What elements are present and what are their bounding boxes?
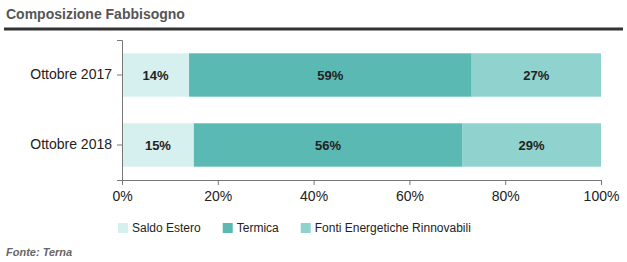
title: Composizione Fabbisogno [6,6,185,22]
legend-swatch [223,223,233,233]
chart: Composizione Fabbisogno 14% 59% 27% 15% 56% 29… [0,0,627,262]
x-tick: 60% [396,180,424,204]
data-label: 15% [145,138,171,153]
x-tick-label: 40% [300,188,328,204]
x-tick: 20% [204,180,232,204]
y-axis-line [117,41,123,181]
data-label: 29% [519,138,545,153]
title-rule [4,28,623,31]
legend: Saldo Estero Termica Fonti Energetiche Rin… [118,221,471,235]
x-axis: 0% 20% 40% 60% 80% 100% [112,180,619,204]
legend-label: Termica [237,221,279,235]
x-tick-label: 0% [112,188,132,204]
x-tick: 0% [112,180,132,204]
x-tick: 100% [584,180,620,204]
y-tick-mark [117,75,122,76]
y-tick: Ottobre 2018 [30,136,122,152]
x-tick: 80% [492,180,520,204]
x-tick-label: 20% [204,188,232,204]
x-tick-mark [314,180,315,185]
y-tick-label: Ottobre 2017 [30,66,112,82]
y-tick: Ottobre 2017 [30,66,122,82]
x-tick-mark [505,180,506,185]
x-axis-line [123,181,602,186]
x-tick: 40% [300,180,328,204]
bar [462,123,601,166]
bars [122,53,601,166]
legend-swatch [118,223,128,233]
data-label: 59% [317,68,343,83]
y-axis: Ottobre 2017 Ottobre 2018 [30,41,122,181]
bar [472,53,601,96]
data-label: 56% [315,138,341,153]
bar [194,123,462,166]
bar [189,53,472,96]
x-tick-label: 80% [492,188,520,204]
source: Fonte: Terna [6,246,72,258]
data-label: 14% [143,68,169,83]
legend-label: Saldo Estero [132,221,201,235]
data-labels: 14% 59% 27% 15% 56% 29% [143,68,550,153]
y-tick-label: Ottobre 2018 [30,136,112,152]
x-tick-mark [601,180,602,185]
x-tick-label: 60% [396,188,424,204]
bar [122,123,194,166]
y-tick-mark [117,145,122,146]
x-tick-mark [218,180,219,185]
legend-swatch [301,223,311,233]
data-label: 27% [523,68,549,83]
x-tick-mark [409,180,410,185]
bar [122,53,189,96]
x-tick-label: 100% [584,188,620,204]
legend-label: Fonti Energetiche Rinnovabili [315,221,471,235]
